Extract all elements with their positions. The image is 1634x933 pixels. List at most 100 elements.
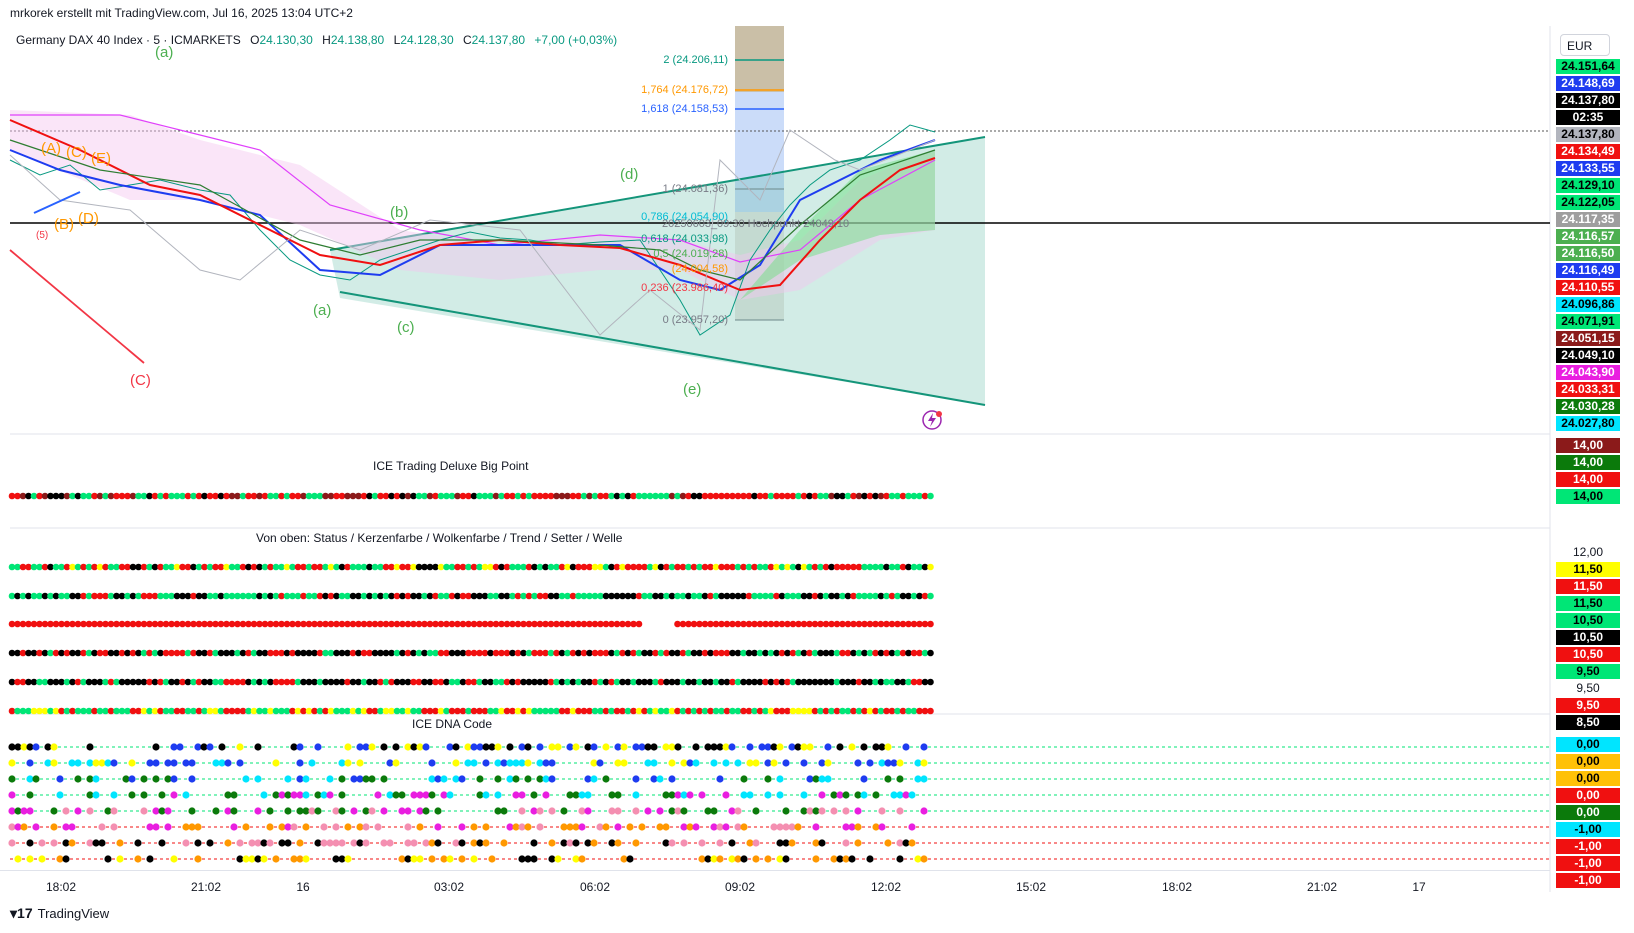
indicator-dot xyxy=(146,649,153,657)
indicator-dot xyxy=(371,563,379,571)
dna-dot xyxy=(830,807,838,815)
indicator-dot xyxy=(701,592,709,600)
dna-dot xyxy=(218,759,226,767)
indicator-dot xyxy=(514,620,522,628)
dna-dot xyxy=(434,839,442,847)
dna-dot xyxy=(380,807,388,815)
indicator-dot xyxy=(767,563,775,571)
indicator-dot xyxy=(635,492,643,500)
indicator-dot xyxy=(602,592,610,600)
indicator-dot xyxy=(217,678,225,686)
indicator-dot xyxy=(432,649,439,657)
indicator-dot xyxy=(888,649,896,657)
indicator-dot xyxy=(844,678,852,686)
indicator-dot xyxy=(762,592,769,600)
dna-dot xyxy=(812,839,820,847)
dna-dot xyxy=(812,775,820,783)
indicator-dot xyxy=(553,492,560,500)
indicator-dot xyxy=(151,620,159,628)
main-price-label: 24.033,31 xyxy=(1556,382,1620,397)
indicator-dot xyxy=(333,707,340,715)
indicator-dot xyxy=(877,649,885,657)
dna-dot xyxy=(254,807,262,815)
dna-dot xyxy=(278,839,286,847)
indicator-dot xyxy=(734,678,742,686)
indicator-dot xyxy=(828,492,835,500)
dna-dot xyxy=(800,807,808,815)
indicator-dot xyxy=(410,649,417,657)
indicator-dot xyxy=(338,707,346,715)
dna-dot xyxy=(296,775,304,783)
dna-dot xyxy=(584,839,592,847)
dna-dot xyxy=(920,855,928,863)
indicator-dot xyxy=(223,592,230,600)
indicator-dot xyxy=(910,492,918,500)
indicator-dot xyxy=(360,707,368,715)
indicator-dot xyxy=(267,649,274,657)
indicator-dot xyxy=(795,707,802,715)
dna-dot xyxy=(518,791,526,799)
indicator-dot xyxy=(828,563,835,571)
indicator-dot xyxy=(685,492,692,500)
dna-dot xyxy=(290,743,298,751)
triangle-upper-line[interactable] xyxy=(329,136,986,251)
indicator-dot xyxy=(921,678,929,686)
fib-label-0618: 0,618 (24.033,98) xyxy=(641,233,728,245)
dna-dot xyxy=(908,839,916,847)
indicator-dot xyxy=(701,620,709,628)
chart-credit: mrkorek erstellt mit TradingView.com, Ju… xyxy=(10,6,353,20)
indicator-dot xyxy=(619,563,626,571)
indicator-dot xyxy=(245,492,252,500)
symbol-legend[interactable]: Germany DAX 40 Index · 5 · ICMARKETS O24… xyxy=(16,33,617,47)
indicator-dot xyxy=(767,649,775,657)
dna-dot xyxy=(434,823,442,831)
dna-dot xyxy=(842,839,850,847)
blue-ma xyxy=(9,139,936,292)
triangle-lower-line[interactable] xyxy=(339,291,986,406)
indicator-dot xyxy=(437,563,445,571)
indicator-dot xyxy=(586,492,593,500)
indicator-dot xyxy=(476,592,483,600)
indicator-dot xyxy=(63,678,71,686)
tradingview-logo[interactable]: ▾17 TradingView xyxy=(10,905,109,922)
symbol-name[interactable]: Germany DAX 40 Index · 5 · ICMARKETS xyxy=(16,33,241,47)
dna-dot xyxy=(656,823,664,831)
status-price-label: 10,50 xyxy=(1556,613,1620,628)
time-axis[interactable]: 18:02 21:02 16 03:02 06:02 09:02 12:02 1… xyxy=(0,870,1550,894)
dna-dot xyxy=(530,855,538,863)
indicator-dot xyxy=(696,649,703,657)
indicator-dot xyxy=(201,492,208,500)
wave-label-C: (C) xyxy=(66,144,87,161)
indicator-dot xyxy=(437,649,445,657)
indicator-dot xyxy=(388,649,395,657)
indicator-dot xyxy=(212,592,219,600)
indicator-dot xyxy=(575,678,582,686)
indicator-dot xyxy=(19,492,27,500)
dna-dot xyxy=(494,791,502,799)
indicator-dot xyxy=(580,492,588,500)
indicator-dot xyxy=(25,678,32,686)
indicator-dot xyxy=(52,620,60,628)
indicator-dot xyxy=(690,707,698,715)
dna-dot xyxy=(590,775,598,783)
indicator-dot xyxy=(888,707,896,715)
indicator-dot xyxy=(520,592,527,600)
indicator-dot xyxy=(635,649,643,657)
red-trendline[interactable] xyxy=(9,249,145,364)
indicator-dot xyxy=(426,492,434,500)
indicator-dot xyxy=(789,592,797,600)
alert-bolt-icon[interactable] xyxy=(922,410,942,430)
dna-dot xyxy=(302,823,310,831)
dna-dot xyxy=(764,759,772,767)
dna-dot xyxy=(842,791,850,799)
dna-dot xyxy=(368,775,376,783)
close-label: C xyxy=(463,33,472,47)
dna-dot xyxy=(146,759,154,767)
indicator-dot xyxy=(514,563,522,571)
indicator-dot xyxy=(542,620,549,628)
indicator-dot xyxy=(828,678,835,686)
currency-button[interactable]: EUR xyxy=(1560,34,1610,56)
indicator-dot xyxy=(553,707,560,715)
indicator-dot xyxy=(586,620,593,628)
